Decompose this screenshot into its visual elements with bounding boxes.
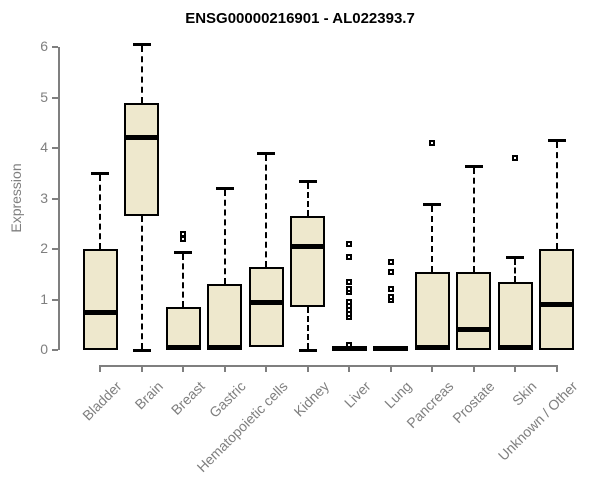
upper-whisker-bladder [99, 175, 101, 249]
x-axis-tick [140, 366, 143, 372]
upper-whisker-unknown-other [555, 142, 558, 249]
upper-whisker-cap-skin [506, 255, 524, 259]
median-hematopoietic-cells [248, 299, 284, 305]
outlier-lung-4 [387, 258, 394, 265]
box-skin [497, 281, 533, 350]
chart-title: ENSG00000216901 - AL022393.7 [185, 10, 415, 27]
box-bladder [82, 249, 118, 350]
y-tick-label-3: 3 [40, 189, 48, 206]
box-hematopoietic-cells [248, 266, 284, 348]
upper-whisker-cap-hematopoietic-cells [257, 152, 275, 156]
box-pancreas [414, 271, 450, 350]
upper-whisker-cap-bladder [91, 172, 109, 176]
median-skin [497, 344, 533, 350]
x-axis-tick [431, 366, 433, 372]
median-breast [165, 344, 201, 350]
upper-whisker-cap-prostate [464, 164, 483, 168]
box-kidney [290, 216, 325, 308]
x-axis-tick [265, 366, 267, 372]
upper-whisker-cap-breast [174, 250, 192, 254]
box-unknown-other [539, 249, 574, 350]
lower-whisker-brain [140, 216, 143, 349]
lower-whisker-kidney [306, 307, 309, 349]
x-axis-tick [223, 366, 226, 372]
y-axis-tick [52, 349, 58, 351]
upper-whisker-pancreas [431, 205, 433, 272]
outlier-pancreas-0 [429, 139, 435, 146]
y-axis-line [58, 47, 60, 350]
x-axis-tick [99, 366, 101, 372]
x-tick-label-kidney: Kidney [290, 378, 332, 420]
upper-whisker-breast [182, 253, 184, 308]
x-axis-line [99, 365, 558, 367]
y-tick-label-4: 4 [40, 139, 48, 155]
y-tick-label-5: 5 [40, 88, 48, 105]
x-tick-label-breast: Breast [167, 378, 208, 418]
x-axis-tick [555, 366, 558, 372]
y-axis-tick [52, 298, 58, 301]
y-axis-tick [52, 96, 58, 99]
x-axis-tick [348, 366, 350, 372]
upper-whisker-brain [140, 46, 143, 103]
x-axis-tick [182, 366, 184, 372]
outlier-liver-9 [346, 253, 352, 260]
y-axis-tick [52, 46, 58, 48]
y-tick-label-0: 0 [40, 341, 48, 357]
upper-whisker-cap-gastric [215, 187, 234, 191]
y-axis-tick [52, 248, 58, 250]
median-lung [373, 346, 408, 352]
outlier-lung-2 [387, 286, 394, 293]
upper-whisker-cap-brain [132, 43, 151, 47]
median-bladder [82, 309, 118, 315]
x-axis-tick [306, 366, 309, 372]
median-unknown-other [539, 302, 574, 308]
median-kidney [290, 243, 325, 249]
upper-whisker-prostate [472, 167, 475, 272]
x-axis-tick [514, 366, 516, 372]
x-tick-label-lung: Lung [381, 378, 415, 412]
upper-whisker-cap-pancreas [423, 202, 441, 206]
median-gastric [207, 344, 242, 350]
outlier-liver-8 [346, 278, 352, 285]
box-prostate [456, 271, 491, 350]
box-brain [124, 102, 159, 217]
y-tick-label-2: 2 [40, 240, 48, 256]
upper-whisker-kidney [306, 182, 309, 217]
outlier-lung-1 [387, 293, 394, 300]
x-tick-label-liver: Liver [340, 378, 374, 411]
y-tick-label-6: 6 [40, 38, 48, 54]
outlier-liver-5 [346, 299, 352, 306]
upper-whisker-cap-unknown-other [547, 139, 566, 143]
upper-whisker-skin [514, 258, 516, 282]
outlier-liver-0 [346, 341, 352, 348]
x-tick-label-skin: Skin [508, 378, 540, 409]
outlier-liver-7 [346, 286, 352, 293]
outlier-skin-0 [512, 155, 518, 162]
upper-whisker-cap-kidney [298, 179, 317, 183]
outlier-breast-1 [180, 230, 186, 237]
outlier-liver-10 [346, 240, 352, 247]
outlier-breast-0 [180, 235, 186, 242]
y-axis-tick [52, 147, 58, 149]
lower-whisker-cap-kidney [298, 349, 317, 352]
x-axis-tick [389, 366, 392, 372]
outlier-lung-3 [387, 268, 394, 275]
box-breast [165, 307, 201, 350]
box-gastric [207, 284, 242, 350]
y-axis-tick [52, 197, 58, 200]
x-tick-label-brain: Brain [131, 378, 166, 413]
lower-whisker-cap-brain [132, 349, 151, 352]
median-liver [331, 346, 367, 352]
median-brain [124, 135, 159, 141]
x-axis-tick [472, 366, 475, 372]
y-tick-label-1: 1 [40, 290, 48, 307]
upper-whisker-gastric [223, 190, 226, 285]
median-prostate [456, 327, 491, 333]
upper-whisker-hematopoietic-cells [265, 155, 267, 267]
x-tick-label-prostate: Prostate [449, 378, 498, 427]
x-tick-label-bladder: Bladder [78, 378, 125, 424]
median-pancreas [414, 344, 450, 350]
